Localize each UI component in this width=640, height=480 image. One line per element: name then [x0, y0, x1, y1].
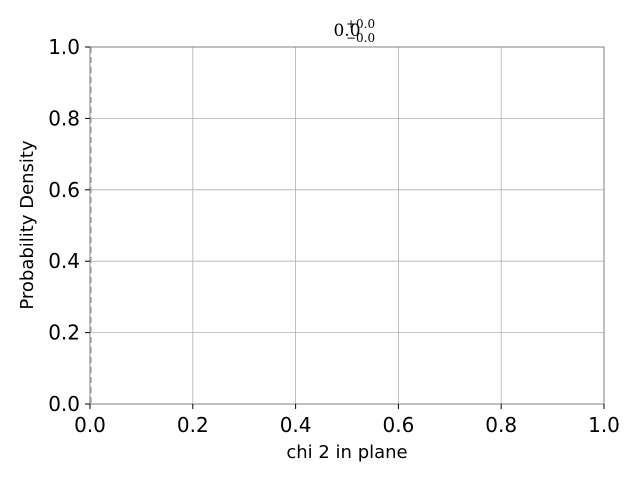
y-axis-ticks: 0.0 0.2 0.4 0.6 0.8 1.0 [48, 35, 90, 416]
x-tick-label: 1.0 [588, 413, 620, 437]
chart-title-base: 0.0 [333, 21, 360, 41]
x-tick-label: 0.6 [382, 413, 414, 437]
chart-title-superscript: +0.0 [346, 17, 375, 31]
y-axis-label: Probability Density [17, 140, 38, 310]
y-tick-label: 0.0 [48, 392, 80, 416]
y-tick-label: 1.0 [48, 35, 80, 59]
x-tick-label: 0.0 [74, 413, 106, 437]
plot-frame [89, 46, 605, 405]
x-tick-label: 0.8 [485, 413, 517, 437]
x-tick-label: 0.2 [177, 413, 209, 437]
x-axis-ticks: 0.0 0.2 0.4 0.6 0.8 1.0 [74, 404, 620, 437]
y-tick-label: 0.8 [48, 106, 80, 130]
x-axis-label: chi 2 in plane [286, 442, 407, 463]
x-tick-label: 0.4 [280, 413, 312, 437]
chart-title-subscript: −0.0 [346, 31, 375, 45]
y-tick-label: 0.6 [48, 178, 80, 202]
y-tick-label: 0.4 [48, 249, 80, 273]
y-tick-label: 0.2 [48, 321, 80, 345]
chart-title: 0.0 [333, 21, 360, 41]
